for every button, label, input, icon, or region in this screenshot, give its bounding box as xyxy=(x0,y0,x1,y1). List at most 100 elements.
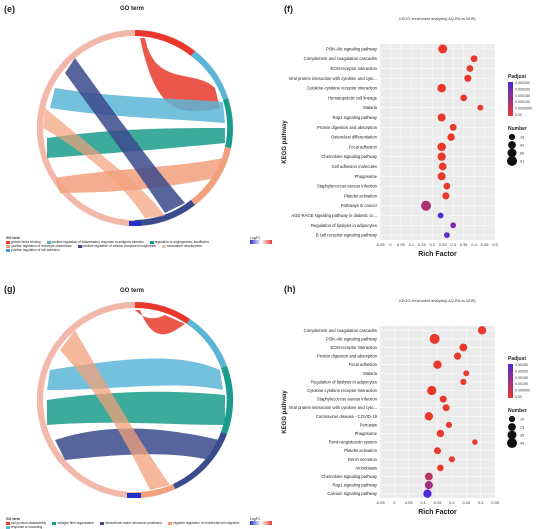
y-tick-label: Renin secretion xyxy=(348,457,378,462)
go-legend-swatch xyxy=(6,244,10,248)
padjust-tick-label: 0.000200 xyxy=(515,87,530,91)
data-point xyxy=(437,464,444,472)
go-legend-text: positive regulation of inflammatory resp… xyxy=(51,240,144,244)
number-legend-label: 18 xyxy=(520,136,524,140)
y-tick-label: Chemokine signaling pathway xyxy=(321,474,378,479)
y-tick-label: Staphylococcus aureus infection xyxy=(317,184,378,189)
number-legend-label: 23 xyxy=(520,426,524,430)
data-point xyxy=(463,370,470,377)
padjust-tick-label: 0.00250 xyxy=(515,363,528,367)
data-point xyxy=(437,152,446,161)
padjust-tick-label: 0.000150 xyxy=(515,94,530,98)
padjust-tick-label: 0.0000500 xyxy=(515,107,532,111)
x-tick-label: 0.2 xyxy=(429,242,435,247)
data-point xyxy=(445,421,453,428)
data-point xyxy=(450,222,457,229)
x-tick-label: 0.25 xyxy=(439,242,448,247)
number-legend-label: 91 xyxy=(520,160,524,164)
data-point xyxy=(460,94,468,102)
logfc-colorbar-g: LogFC xyxy=(250,517,272,525)
go-legend-title-g: GO term xyxy=(6,517,21,521)
y-tick-label: Pertussis xyxy=(360,422,377,427)
padjust-tick-label: 0.00150 xyxy=(515,376,528,380)
x-tick-label: 0 xyxy=(393,500,396,505)
padjust-tick-label: 0.00100 xyxy=(515,382,528,386)
x-tick-label: 0.35 xyxy=(460,242,469,247)
chart-title: KEGG enrichment analysis(LAQ-RA vs NOR) xyxy=(399,17,476,21)
data-point xyxy=(427,385,437,396)
data-point xyxy=(439,395,447,403)
logfc-label-g: LogFC xyxy=(250,517,261,521)
data-point xyxy=(437,172,446,181)
go-legend-text: cell junction disassembly xyxy=(11,521,47,525)
go-legend-swatch xyxy=(6,525,10,529)
x-tick-label: 0.05 xyxy=(405,500,414,505)
y-tick-label: Focal adhesion xyxy=(349,144,378,149)
data-point xyxy=(424,412,434,421)
data-point xyxy=(429,333,440,344)
x-tick-label: -0.05 xyxy=(375,500,385,505)
y-tick-label: PI3K-Akt signaling pathway xyxy=(326,46,378,51)
y-tick-label: Pathways in cancer xyxy=(341,203,378,208)
go-legend-text: positive regulation of cellular componen… xyxy=(82,244,156,248)
go-legend-text: extracellular matrix structural constitu… xyxy=(104,521,162,525)
y-tick-label: AGE-RAGE signaling pathway in diabetic c… xyxy=(291,213,377,218)
padjust-tick-label: 0.000500 xyxy=(515,389,530,393)
go-legend-text: positive regulation of cell adhesion xyxy=(11,248,60,252)
chord-title-e: GO term xyxy=(120,6,145,12)
data-point xyxy=(449,123,457,131)
padjust-tick-label: 0.000100 xyxy=(515,100,530,104)
y-tick-label: Calcium signaling pathway xyxy=(327,491,377,496)
y-tick-label: Malaria xyxy=(363,371,377,376)
data-point xyxy=(466,65,474,72)
x-tick-label: 0.05 xyxy=(397,242,406,247)
panel-label-g: (g) xyxy=(4,284,16,294)
x-tick-label: -0.05 xyxy=(375,242,385,247)
go-legend-item: collagen fibril organization xyxy=(52,521,94,525)
x-tick-label: 0.3 xyxy=(450,242,456,247)
y-tick-label: Focal adhesion xyxy=(349,362,378,367)
padjust-legend-title: Padjust xyxy=(508,74,526,80)
go-legend-item: extracellular matrix structural constitu… xyxy=(99,521,162,525)
y-tick-label: Hematopoietic cell lineage xyxy=(328,95,378,100)
number-legend-label: 10 xyxy=(520,418,524,422)
number-legend-dot xyxy=(507,438,517,448)
x-axis-label: Rich Factor xyxy=(418,251,457,258)
go-legend-swatch xyxy=(6,248,10,252)
padjust-legend-title: Padjust xyxy=(508,356,526,362)
data-point xyxy=(433,447,442,455)
kegg-bubble-chart-h: -0.05 0 0.05 0.1 0.15 0.2 0.25 0.3 0.35 Complemen… xyxy=(282,299,530,516)
go-legend-swatch xyxy=(77,244,82,248)
number-legend-dot xyxy=(507,156,517,166)
data-point xyxy=(477,326,487,335)
y-tick-label: Rap1 signaling pathway xyxy=(333,115,378,120)
x-tick-label: 0.2 xyxy=(449,500,455,505)
data-point xyxy=(424,481,433,490)
data-point xyxy=(421,200,431,211)
go-legend-title-e: GO term xyxy=(6,236,21,240)
x-tick-label: 0.45 xyxy=(481,242,490,247)
panel-label-f: (f) xyxy=(284,4,293,14)
go-legend-item: positive regulation of cell adhesion xyxy=(6,248,60,252)
x-tick-label: 0.25 xyxy=(462,500,471,505)
data-point xyxy=(477,104,484,111)
number-legend-dot xyxy=(508,415,516,423)
go-legend-swatch xyxy=(6,521,10,525)
number-legend-dot xyxy=(508,141,516,149)
y-tick-label: Platelet activation xyxy=(344,193,377,198)
data-point xyxy=(437,83,446,93)
y-axis-label: KEGG pathway xyxy=(282,120,288,164)
y-tick-label: Amoebiasis xyxy=(355,465,377,470)
number-legend-title: Number xyxy=(508,408,527,414)
go-legend-item: negative regulation of endothelial cell … xyxy=(167,521,239,525)
x-tick-label: 0.3 xyxy=(478,500,484,505)
padjust-tick-label: 0.00 xyxy=(515,395,522,399)
y-tick-label: Regulation of lipolysis in adipocytes xyxy=(311,223,377,228)
number-legend-dot xyxy=(508,423,516,431)
go-legend-item: positive regulation of leukocyte chemota… xyxy=(6,244,72,248)
go-legend-swatch xyxy=(52,521,57,525)
data-point xyxy=(436,429,445,438)
data-point xyxy=(464,74,472,82)
go-legend-item: positive regulation of cellular componen… xyxy=(77,244,156,248)
number-legend-dot xyxy=(507,148,517,158)
